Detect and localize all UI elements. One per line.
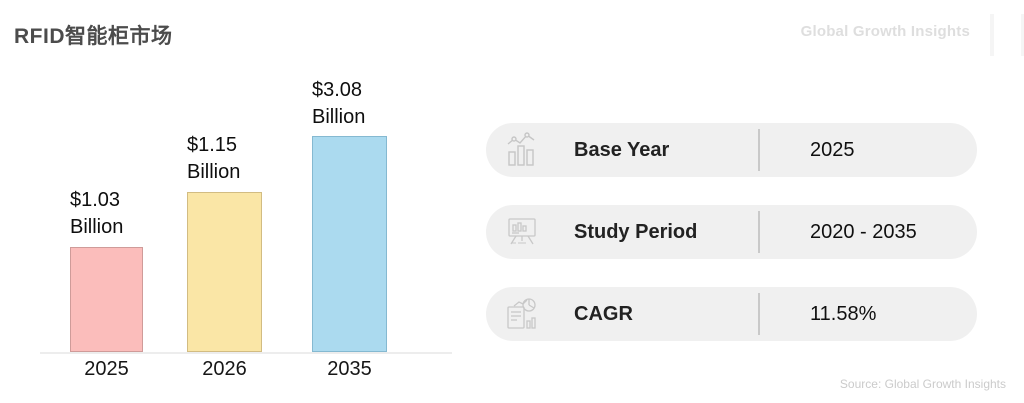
bar-value-label: $3.08 Billion	[312, 77, 365, 131]
brand-mark-decoration	[1021, 14, 1024, 56]
x-axis-tick-label: 2035	[327, 358, 372, 380]
presentation-board-icon	[502, 212, 542, 252]
card-divider	[758, 293, 760, 335]
bar-value-amount: $1.15	[187, 134, 238, 156]
card-value: 11.58%	[810, 303, 877, 325]
card-value: 2020 - 2035	[810, 221, 917, 243]
bar-value-amount: $3.08	[312, 79, 363, 101]
card-label: CAGR	[574, 303, 633, 325]
info-card-base-year: Base Year 2025	[486, 123, 977, 177]
card-divider	[758, 129, 760, 171]
card-divider	[758, 211, 760, 253]
bar-value-unit: Billion	[70, 216, 124, 238]
brand-logo-text: Global Growth Insights	[800, 23, 970, 40]
brand-mark-decoration	[990, 14, 994, 56]
info-card-cagr: CAGR 11.58%	[486, 287, 977, 341]
bar-value-label: $1.03 Billion	[70, 187, 123, 241]
bar-chart-trend-icon	[502, 130, 542, 170]
bar-value-unit: Billion	[187, 161, 241, 183]
bar-2035	[312, 136, 387, 352]
report-pie-icon	[502, 294, 542, 334]
card-label: Base Year	[574, 139, 670, 161]
source-attribution: Source: Global Growth Insights	[839, 377, 1006, 391]
page-title: RFID智能柜市场	[14, 25, 173, 48]
bar-value-label: $1.15 Billion	[187, 132, 240, 186]
bar-2025	[70, 247, 143, 352]
x-axis-tick-label: 2025	[84, 358, 129, 380]
bar-value-amount: $1.03	[70, 189, 121, 211]
x-axis-tick-label: 2026	[202, 358, 247, 380]
x-axis-line	[40, 352, 452, 354]
info-card-study-period: Study Period 2020 - 2035	[486, 205, 977, 259]
bar-value-unit: Billion	[312, 106, 366, 128]
card-value: 2025	[810, 139, 855, 161]
card-label: Study Period	[574, 221, 698, 243]
bar-2026	[187, 192, 262, 352]
